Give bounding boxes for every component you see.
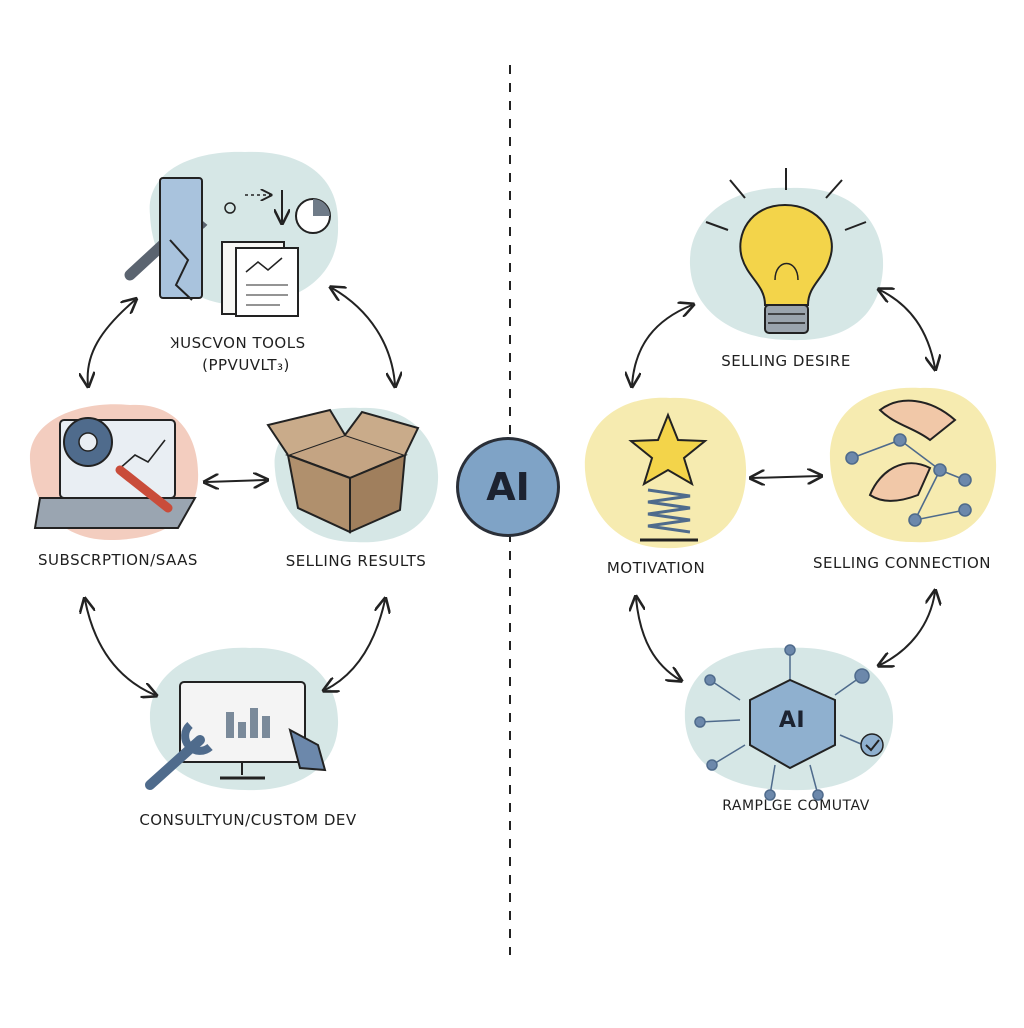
ai-hub: AI <box>456 437 560 537</box>
flow-arrows-icon <box>224 190 282 222</box>
arrow-motivation-connection <box>752 476 820 478</box>
motivation-node <box>584 397 747 549</box>
arrow-subscription-consulting <box>85 600 155 695</box>
label-subscription: SUBSCRPTION/SAAS <box>38 551 198 569</box>
knowledge-node <box>684 644 894 801</box>
label-connection: SELLING CONNECTION <box>812 554 992 572</box>
label-knowledge: RAMPLGE COMUTAV <box>722 798 870 814</box>
gear-icon <box>63 417 113 467</box>
label-desire: SELLING DESIRE <box>721 352 851 370</box>
knowledge-ai-badge: AI <box>778 708 806 733</box>
arrow-tools-results <box>332 288 395 385</box>
hand-icon <box>288 728 327 772</box>
ai-chip-icon <box>749 678 836 770</box>
hands-icon <box>868 399 957 502</box>
laptop-icon <box>33 419 197 529</box>
screwdriver-icon <box>115 465 173 513</box>
arrow-subscription-results <box>206 480 266 482</box>
label-tools: ꞰUSCVON TOOLS <box>170 334 306 352</box>
spring-icon <box>640 488 698 542</box>
right-arrows <box>632 290 935 680</box>
star-icon <box>628 412 708 487</box>
checkmark-icon <box>860 733 884 757</box>
desire-node <box>689 168 884 341</box>
wrench-icon <box>145 722 213 790</box>
arrow-tools-subscription <box>88 300 135 385</box>
network-icon <box>845 433 972 527</box>
label-results: SELLING RESULTS <box>285 552 427 570</box>
label-tools-sub: (PPVUVLT₃) <box>202 356 290 374</box>
box-icon <box>266 408 420 534</box>
pie-chart-icon <box>295 198 331 234</box>
connection-node <box>829 387 997 543</box>
consulting-node <box>145 647 339 791</box>
tablet-icon <box>159 177 203 301</box>
tools-node <box>124 151 339 317</box>
lightbulb-icon <box>739 203 833 334</box>
results-node <box>266 407 439 543</box>
monitor-icon <box>179 681 306 780</box>
left-arrows <box>85 288 395 695</box>
light-rays <box>705 168 867 231</box>
subscription-node <box>29 404 199 540</box>
label-consulting: CONSULTYUN/CUSTOM DEV <box>139 811 357 829</box>
arrow-results-consulting <box>325 600 385 690</box>
document-icon <box>221 241 299 317</box>
arrow-connection-knowledge <box>880 592 935 665</box>
arrow-desire-motivation <box>632 305 692 385</box>
arrow-motivation-knowledge <box>636 598 680 680</box>
arrow-desire-connection <box>880 290 935 368</box>
label-motivation: MOTIVATION <box>606 559 706 577</box>
